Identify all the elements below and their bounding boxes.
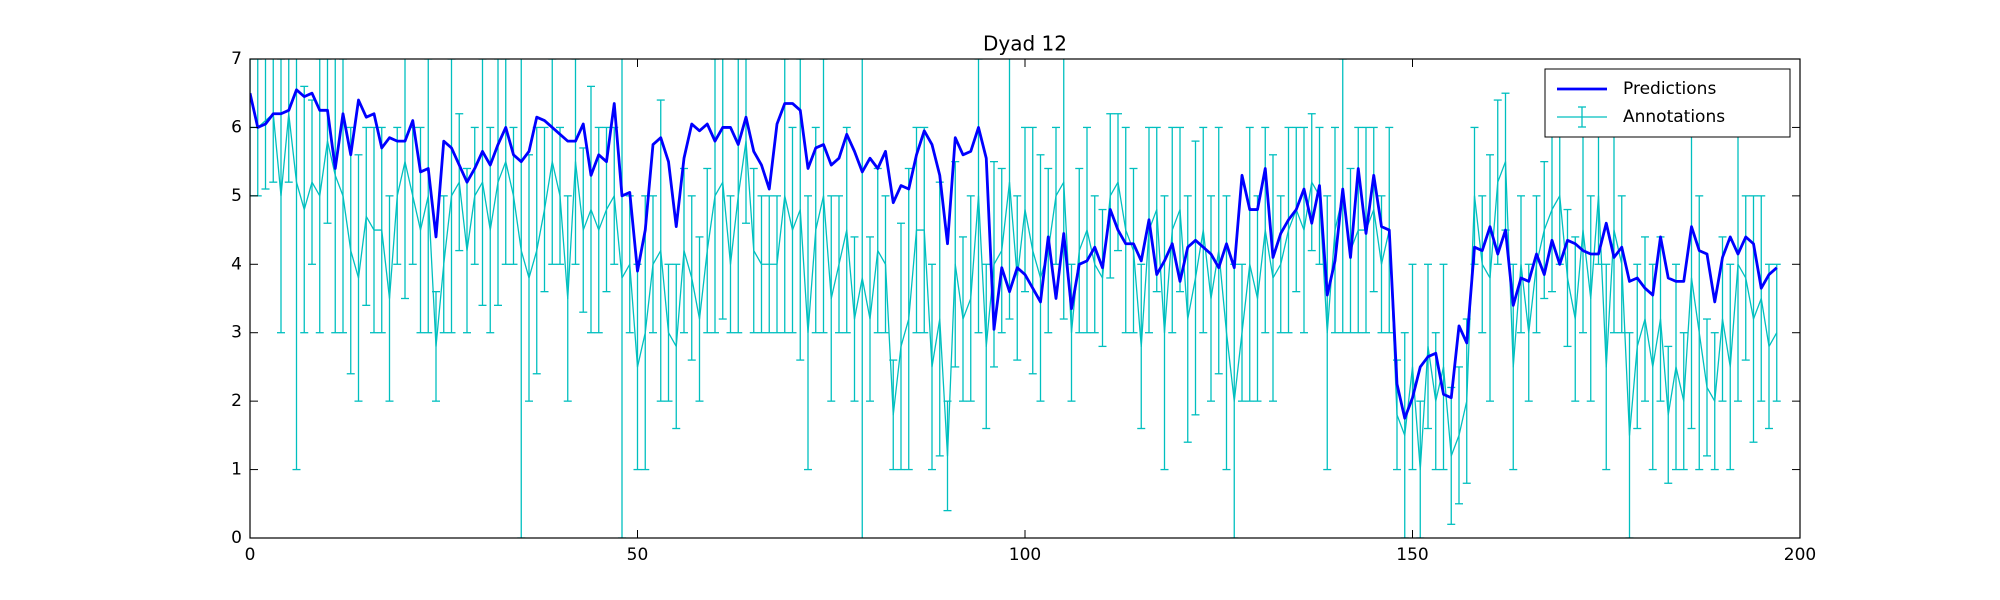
y-tick-label: 1 xyxy=(231,460,242,480)
x-tick-label: 150 xyxy=(1396,545,1428,565)
annotation-line xyxy=(250,113,1778,471)
plot-frame xyxy=(249,58,1801,539)
legend-label: Annotations xyxy=(1623,107,1725,127)
x-tick-label: 50 xyxy=(627,545,649,565)
y-tick-label: 0 xyxy=(231,528,242,548)
y-tick-label: 3 xyxy=(231,323,242,343)
y-tick-label: 4 xyxy=(231,254,242,274)
chart-title: Dyad 12 xyxy=(983,32,1067,56)
y-tick-label: 5 xyxy=(231,186,242,206)
y-tick-label: 7 xyxy=(231,49,242,69)
x-tick-label: 0 xyxy=(245,545,256,565)
y-tick-label: 2 xyxy=(231,391,242,411)
prediction-line xyxy=(250,88,1778,420)
x-tick-label: 100 xyxy=(1009,545,1041,565)
legend-box xyxy=(1544,68,1791,138)
legend-label: Predictions xyxy=(1623,79,1716,99)
plot-area xyxy=(250,59,1781,538)
y-tick-label: 6 xyxy=(231,117,242,137)
x-tick-label: 200 xyxy=(1784,545,1816,565)
